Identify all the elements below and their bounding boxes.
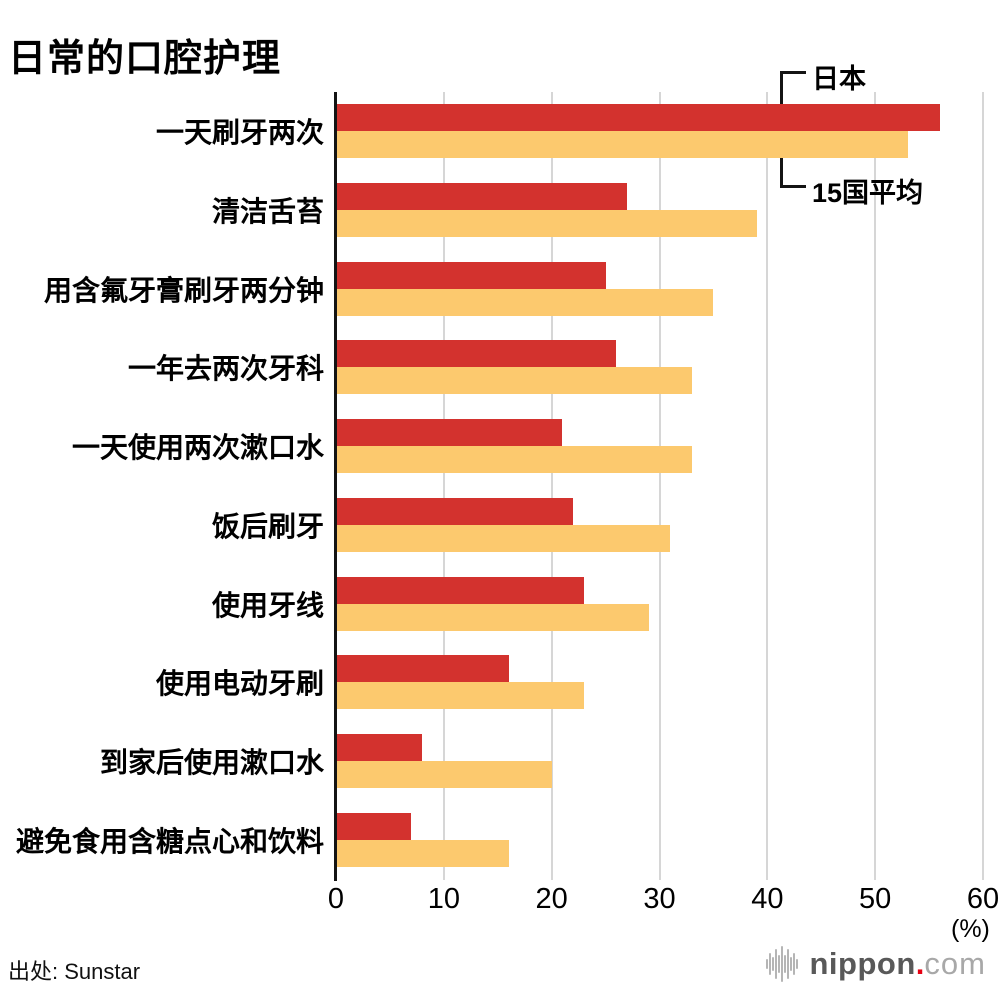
legend-bracket-top-stub — [780, 71, 806, 74]
category-label: 到家后使用漱口水 — [99, 746, 324, 778]
bar-average — [336, 367, 692, 395]
category-label: 一天刷牙两次 — [155, 117, 324, 149]
gridline-50 — [874, 92, 877, 880]
x-tick-label-0: 0 — [327, 883, 345, 915]
logo-dot: . — [915, 946, 925, 981]
bar-average — [336, 603, 649, 631]
category-label: 一天使用两次漱口水 — [71, 432, 324, 464]
category-label: 用含氟牙膏刷牙两分钟 — [43, 274, 324, 306]
bar-group — [336, 92, 983, 171]
category-label: 饭后刷牙 — [211, 510, 324, 542]
bar-japan — [336, 104, 940, 132]
x-tick-label-60: 60 — [966, 883, 1000, 915]
gridline-60 — [982, 92, 984, 880]
bar-japan — [336, 497, 574, 525]
logo-name-text: nippon — [809, 946, 916, 981]
bar-average — [336, 839, 509, 867]
gridline-40 — [766, 92, 769, 880]
bar-group — [336, 486, 983, 565]
chart-title: 日常的口腔护理 — [8, 38, 282, 81]
gridline-30 — [658, 92, 661, 880]
bar-group — [336, 722, 983, 801]
gridline-10 — [442, 92, 445, 880]
bar-group — [336, 249, 983, 328]
bar-japan — [336, 576, 585, 604]
category-label: 使用电动牙刷 — [155, 668, 324, 700]
bar-japan — [336, 183, 628, 211]
bar-groups — [336, 92, 983, 879]
bar-japan — [336, 261, 606, 289]
bar-average — [336, 288, 714, 316]
gridline-20 — [550, 92, 553, 880]
bar-japan — [336, 655, 509, 683]
legend-label-average: 15国平均 — [812, 178, 924, 208]
bar-group — [336, 800, 983, 879]
bar-group — [336, 328, 983, 407]
bar-average — [336, 682, 585, 710]
bar-group — [336, 407, 983, 486]
x-tick-label-40: 40 — [751, 883, 784, 915]
x-tick-label-50: 50 — [859, 883, 892, 915]
category-label: 清洁舌苔 — [211, 196, 324, 228]
logo-tld-text: com — [924, 946, 986, 981]
bar-group — [336, 564, 983, 643]
axis-unit-label: (%) — [951, 915, 990, 943]
bar-japan — [336, 419, 563, 447]
bar-group — [336, 643, 983, 722]
bar-group — [336, 171, 983, 250]
category-label: 一年去两次牙科 — [127, 353, 324, 385]
bar-average — [336, 760, 552, 788]
plot-area — [334, 92, 984, 881]
bar-japan — [336, 812, 412, 840]
x-tick-label-10: 10 — [427, 883, 460, 915]
category-label-column: 一天刷牙两次清洁舌苔用含氟牙膏刷牙两分钟一年去两次牙科一天使用两次漱口水饭后刷牙… — [0, 92, 324, 879]
bar-japan — [336, 340, 617, 368]
bar-average — [336, 210, 757, 238]
bar-japan — [336, 733, 423, 761]
category-label: 使用牙线 — [211, 589, 324, 621]
y-axis-line — [334, 92, 337, 881]
bar-average — [336, 446, 692, 474]
category-label: 避免食用含糖点心和饮料 — [15, 825, 324, 857]
bar-average — [336, 524, 671, 552]
x-tick-label-30: 30 — [643, 883, 676, 915]
x-tick-label-20: 20 — [535, 883, 568, 915]
legend-label-japan: 日本 — [812, 64, 866, 94]
source-text: 出处: Sunstar — [8, 959, 141, 984]
legend-bracket-bottom-stub — [780, 185, 806, 188]
x-axis-tick-labels: 0 10 20 30 40 50 60 — [328, 883, 999, 923]
bar-average — [336, 131, 908, 159]
soundwave-icon — [765, 946, 798, 982]
nippon-logo: nippon . com — [765, 944, 987, 984]
